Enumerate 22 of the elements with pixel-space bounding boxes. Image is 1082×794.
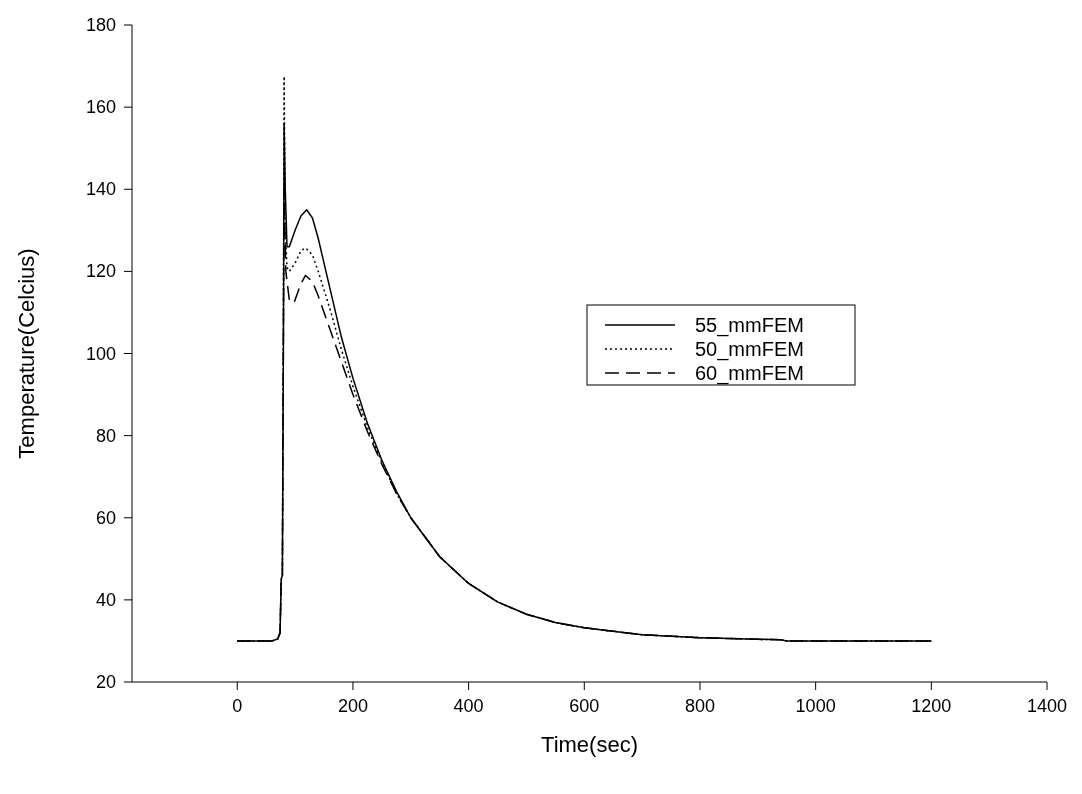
- x-tick-label: 200: [337, 696, 368, 716]
- legend-label: 50_mmFEM: [695, 338, 804, 361]
- x-tick-label: 0: [232, 696, 243, 716]
- legend-label: 60_mmFEM: [695, 362, 804, 385]
- x-tick-label: 1200: [911, 696, 952, 716]
- y-tick-label: 120: [85, 261, 116, 282]
- x-tick-label: 600: [569, 696, 600, 716]
- x-axis-title: Time(sec): [541, 732, 638, 757]
- y-tick-label: 100: [85, 343, 116, 364]
- legend-label: 55_mmFEM: [695, 314, 804, 337]
- x-tick-label: 1400: [1026, 696, 1068, 716]
- y-tick-label: 40: [95, 589, 116, 610]
- y-tick-label: 140: [85, 179, 116, 200]
- y-tick-label: 60: [95, 507, 116, 528]
- y-tick-label: 180: [85, 15, 116, 35]
- y-tick-label: 80: [95, 425, 116, 446]
- y-axis-title: Temperature(Celcius): [14, 248, 39, 459]
- x-tick-label: 400: [453, 696, 484, 716]
- y-tick-label: 20: [95, 672, 116, 692]
- x-tick-label: 1000: [795, 696, 836, 716]
- x-tick-label: 800: [684, 696, 715, 716]
- y-tick-label: 160: [85, 97, 116, 118]
